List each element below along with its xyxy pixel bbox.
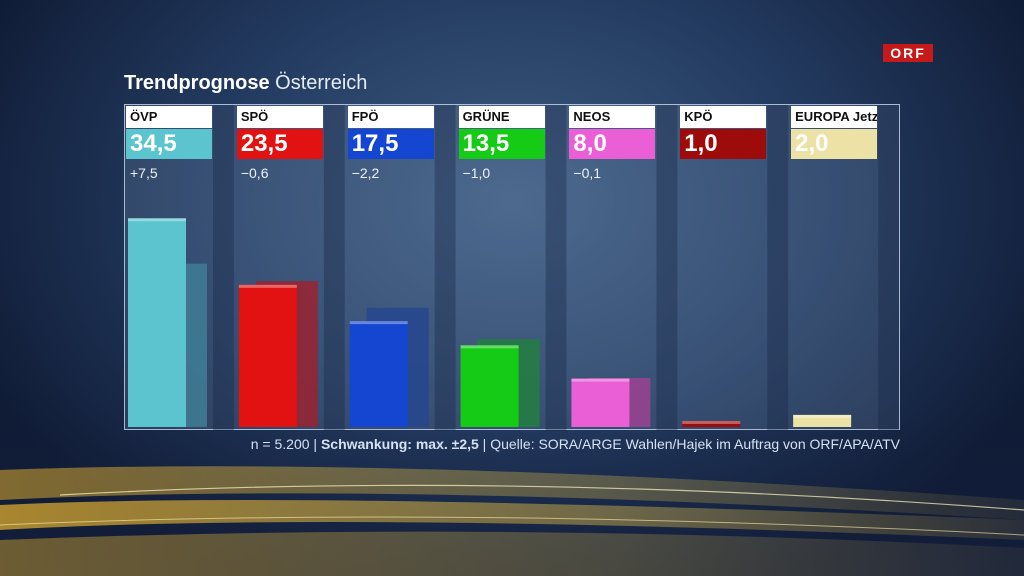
bar-highlight-4 — [571, 378, 630, 382]
bar-highlight-2 — [349, 321, 408, 325]
current-bar-4 — [571, 378, 630, 427]
orf-logo: ORF — [883, 44, 933, 62]
column-separator — [545, 105, 567, 431]
party-change: −2,2 — [351, 165, 380, 181]
bar-highlight-3 — [460, 345, 519, 349]
chart-footer: n = 5.200 | Schwankung: max. ±2,5 | Quel… — [124, 436, 900, 452]
bar-highlight-5 — [682, 420, 741, 424]
party-name: NEOS — [569, 106, 656, 128]
party-value: 34,5 — [126, 129, 212, 159]
bar-highlight-0 — [128, 218, 186, 222]
footer-separator: | — [478, 436, 491, 452]
party-name: EUROPA Jetzt — [791, 106, 878, 128]
chart-panel: ÖVP 34,5 +7,5 SPÖ 23,5 −0,6 FPÖ 17,5 −2,2 GRÜNE 13… — [124, 104, 900, 431]
party-change: +7,5 — [130, 165, 158, 181]
party-name: SPÖ — [236, 106, 323, 128]
column-separator — [323, 105, 345, 431]
bar-chart — [128, 105, 899, 431]
footer-sample: n = 5.200 — [250, 436, 310, 452]
party-name: ÖVP — [126, 106, 212, 128]
column-separator — [767, 105, 789, 431]
party-value: 2,0 — [791, 129, 878, 159]
page-title: Trendprognose Österreich — [124, 72, 367, 95]
party-value: 23,5 — [236, 129, 323, 159]
footer-separator: | — [309, 436, 321, 452]
party-change: −1,0 — [462, 165, 491, 181]
current-bar-0 — [128, 218, 186, 427]
bar-highlight-6 — [793, 414, 852, 418]
footer-margin: Schwankung: max. ±2,5 — [320, 436, 479, 452]
current-bar-6 — [793, 414, 852, 427]
column-separator — [434, 105, 456, 431]
party-value: 8,0 — [569, 129, 656, 159]
column-separator — [878, 105, 899, 431]
title-strong: Trendprognose — [124, 72, 270, 94]
title-light: Österreich — [275, 72, 368, 94]
party-name: KPÖ — [680, 106, 767, 128]
column-separator — [213, 105, 234, 431]
current-bar-1 — [238, 284, 297, 427]
current-bar-2 — [349, 321, 408, 427]
party-value: 1,0 — [680, 129, 767, 159]
current-bar-3 — [460, 345, 519, 427]
current-bar-5 — [682, 420, 741, 427]
bar-highlight-1 — [238, 284, 297, 288]
party-change: −0,1 — [573, 165, 602, 181]
party-change: −0,6 — [240, 165, 269, 181]
party-name: GRÜNE — [458, 106, 545, 128]
column-separator — [656, 105, 678, 431]
party-value: 13,5 — [458, 129, 545, 159]
party-name: FPÖ — [347, 106, 434, 128]
footer-source: Quelle: SORA/ARGE Wahlen/Hajek im Auftra… — [490, 436, 900, 452]
party-value: 17,5 — [347, 129, 434, 159]
